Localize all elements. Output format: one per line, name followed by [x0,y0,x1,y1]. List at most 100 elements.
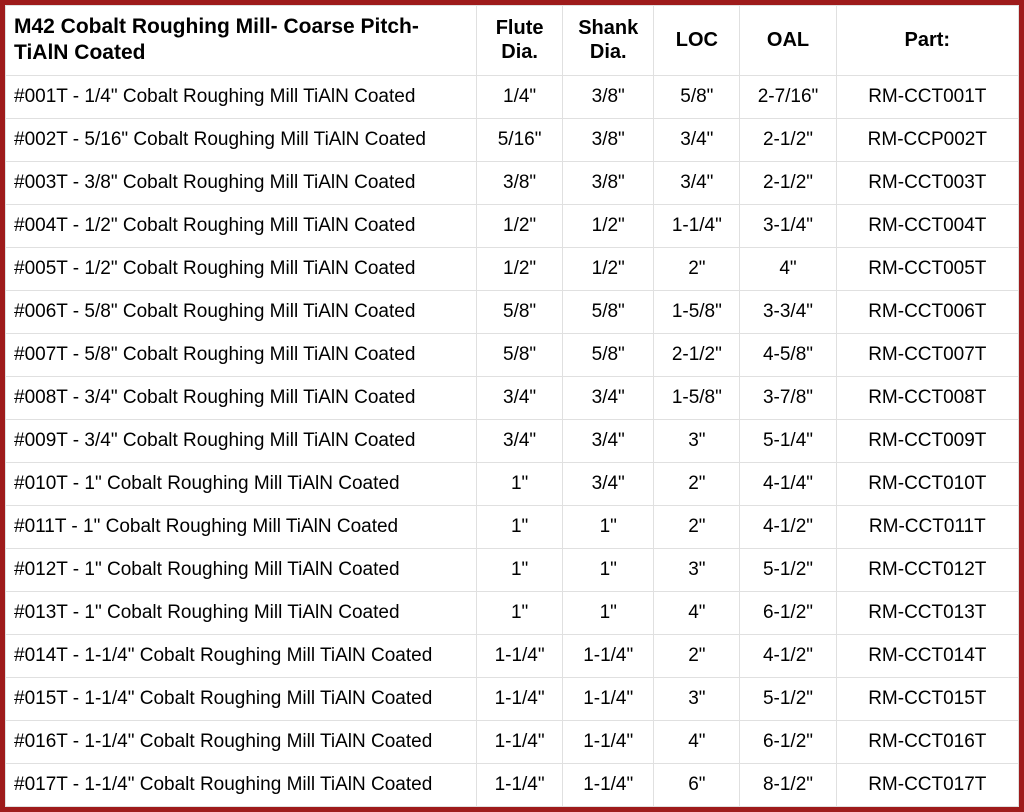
cell-shank-dia: 1" [563,505,654,548]
cell-loc: 2" [654,634,740,677]
cell-loc: 2" [654,247,740,290]
cell-shank-dia: 3/4" [563,419,654,462]
table-row: #013T - 1" Cobalt Roughing Mill TiAlN Co… [6,591,1019,634]
cell-oal: 6-1/2" [740,591,836,634]
table-row: #016T - 1-1/4" Cobalt Roughing Mill TiAl… [6,720,1019,763]
cell-loc: 3/4" [654,161,740,204]
cell-part-number: RM-CCT013T [836,591,1018,634]
cell-flute-dia: 1" [477,591,563,634]
cell-description: #016T - 1-1/4" Cobalt Roughing Mill TiAl… [6,720,477,763]
table-row: #004T - 1/2" Cobalt Roughing Mill TiAlN … [6,204,1019,247]
cell-flute-dia: 1" [477,548,563,591]
cell-flute-dia: 1" [477,505,563,548]
header-part-line1: Part: [905,29,951,51]
header-title-line1: M42 Cobalt Roughing Mill- Coarse Pitch- [14,15,419,38]
cell-description: #015T - 1-1/4" Cobalt Roughing Mill TiAl… [6,677,477,720]
cell-loc: 6" [654,763,740,806]
table-row: #008T - 3/4" Cobalt Roughing Mill TiAlN … [6,376,1019,419]
cell-shank-dia: 3/4" [563,462,654,505]
cell-oal: 6-1/2" [740,720,836,763]
cell-oal: 4" [740,247,836,290]
cell-oal: 4-1/2" [740,505,836,548]
cell-loc: 1-1/4" [654,204,740,247]
cell-description: #011T - 1" Cobalt Roughing Mill TiAlN Co… [6,505,477,548]
cell-loc: 3" [654,419,740,462]
table-row: #001T - 1/4" Cobalt Roughing Mill TiAlN … [6,75,1019,118]
cell-flute-dia: 5/8" [477,333,563,376]
table-row: #010T - 1" Cobalt Roughing Mill TiAlN Co… [6,462,1019,505]
table-row: #003T - 3/8" Cobalt Roughing Mill TiAlN … [6,161,1019,204]
cell-flute-dia: 5/16" [477,118,563,161]
table-row: #011T - 1" Cobalt Roughing Mill TiAlN Co… [6,505,1019,548]
cell-flute-dia: 1/2" [477,204,563,247]
cell-part-number: RM-CCT001T [836,75,1018,118]
cell-shank-dia: 1" [563,591,654,634]
cell-loc: 3" [654,548,740,591]
cell-description: #002T - 5/16" Cobalt Roughing Mill TiAlN… [6,118,477,161]
cell-part-number: RM-CCT003T [836,161,1018,204]
header-shank-line2: Dia. [590,41,627,63]
cell-oal: 8-1/2" [740,763,836,806]
cell-description: #012T - 1" Cobalt Roughing Mill TiAlN Co… [6,548,477,591]
cell-part-number: RM-CCT004T [836,204,1018,247]
table-row: #005T - 1/2" Cobalt Roughing Mill TiAlN … [6,247,1019,290]
cell-flute-dia: 1" [477,462,563,505]
cell-shank-dia: 1-1/4" [563,677,654,720]
cell-shank-dia: 3/8" [563,161,654,204]
cell-shank-dia: 1" [563,548,654,591]
cell-loc: 1-5/8" [654,290,740,333]
cell-oal: 4-1/2" [740,634,836,677]
cell-loc: 3/4" [654,118,740,161]
cell-flute-dia: 5/8" [477,290,563,333]
cell-shank-dia: 3/4" [563,376,654,419]
table-header-row: M42 Cobalt Roughing Mill- Coarse Pitch- … [6,6,1019,76]
product-table: M42 Cobalt Roughing Mill- Coarse Pitch- … [5,5,1019,807]
column-header-oal: OAL [740,6,836,76]
table-row: #014T - 1-1/4" Cobalt Roughing Mill TiAl… [6,634,1019,677]
cell-part-number: RM-CCP002T [836,118,1018,161]
table-row: #017T - 1-1/4" Cobalt Roughing Mill TiAl… [6,763,1019,806]
cell-description: #008T - 3/4" Cobalt Roughing Mill TiAlN … [6,376,477,419]
cell-oal: 3-3/4" [740,290,836,333]
column-header-flute: Flute Dia. [477,6,563,76]
cell-description: #017T - 1-1/4" Cobalt Roughing Mill TiAl… [6,763,477,806]
table-row: #006T - 5/8" Cobalt Roughing Mill TiAlN … [6,290,1019,333]
header-loc-line1: LOC [676,29,718,51]
cell-description: #014T - 1-1/4" Cobalt Roughing Mill TiAl… [6,634,477,677]
table-row: #007T - 5/8" Cobalt Roughing Mill TiAlN … [6,333,1019,376]
cell-part-number: RM-CCT014T [836,634,1018,677]
cell-flute-dia: 1/2" [477,247,563,290]
table-header: M42 Cobalt Roughing Mill- Coarse Pitch- … [6,6,1019,76]
cell-loc: 3" [654,677,740,720]
header-flute-line2: Dia. [501,41,538,63]
cell-shank-dia: 3/8" [563,118,654,161]
column-header-title: M42 Cobalt Roughing Mill- Coarse Pitch- … [6,6,477,76]
column-header-part: Part: [836,6,1018,76]
cell-description: #005T - 1/2" Cobalt Roughing Mill TiAlN … [6,247,477,290]
cell-flute-dia: 1-1/4" [477,720,563,763]
header-flute-line1: Flute [496,17,544,39]
product-table-container: M42 Cobalt Roughing Mill- Coarse Pitch- … [0,0,1024,812]
cell-part-number: RM-CCT011T [836,505,1018,548]
cell-description: #003T - 3/8" Cobalt Roughing Mill TiAlN … [6,161,477,204]
cell-oal: 3-1/4" [740,204,836,247]
cell-shank-dia: 5/8" [563,333,654,376]
table-row: #012T - 1" Cobalt Roughing Mill TiAlN Co… [6,548,1019,591]
cell-description: #009T - 3/4" Cobalt Roughing Mill TiAlN … [6,419,477,462]
cell-loc: 4" [654,720,740,763]
cell-flute-dia: 1/4" [477,75,563,118]
cell-loc: 5/8" [654,75,740,118]
column-header-shank: Shank Dia. [563,6,654,76]
cell-oal: 5-1/2" [740,677,836,720]
cell-description: #004T - 1/2" Cobalt Roughing Mill TiAlN … [6,204,477,247]
header-shank-line1: Shank [578,17,638,39]
cell-part-number: RM-CCT010T [836,462,1018,505]
cell-shank-dia: 1-1/4" [563,634,654,677]
cell-loc: 2" [654,462,740,505]
cell-part-number: RM-CCT012T [836,548,1018,591]
cell-loc: 2" [654,505,740,548]
cell-oal: 4-1/4" [740,462,836,505]
cell-part-number: RM-CCT006T [836,290,1018,333]
cell-part-number: RM-CCT009T [836,419,1018,462]
cell-flute-dia: 3/4" [477,419,563,462]
